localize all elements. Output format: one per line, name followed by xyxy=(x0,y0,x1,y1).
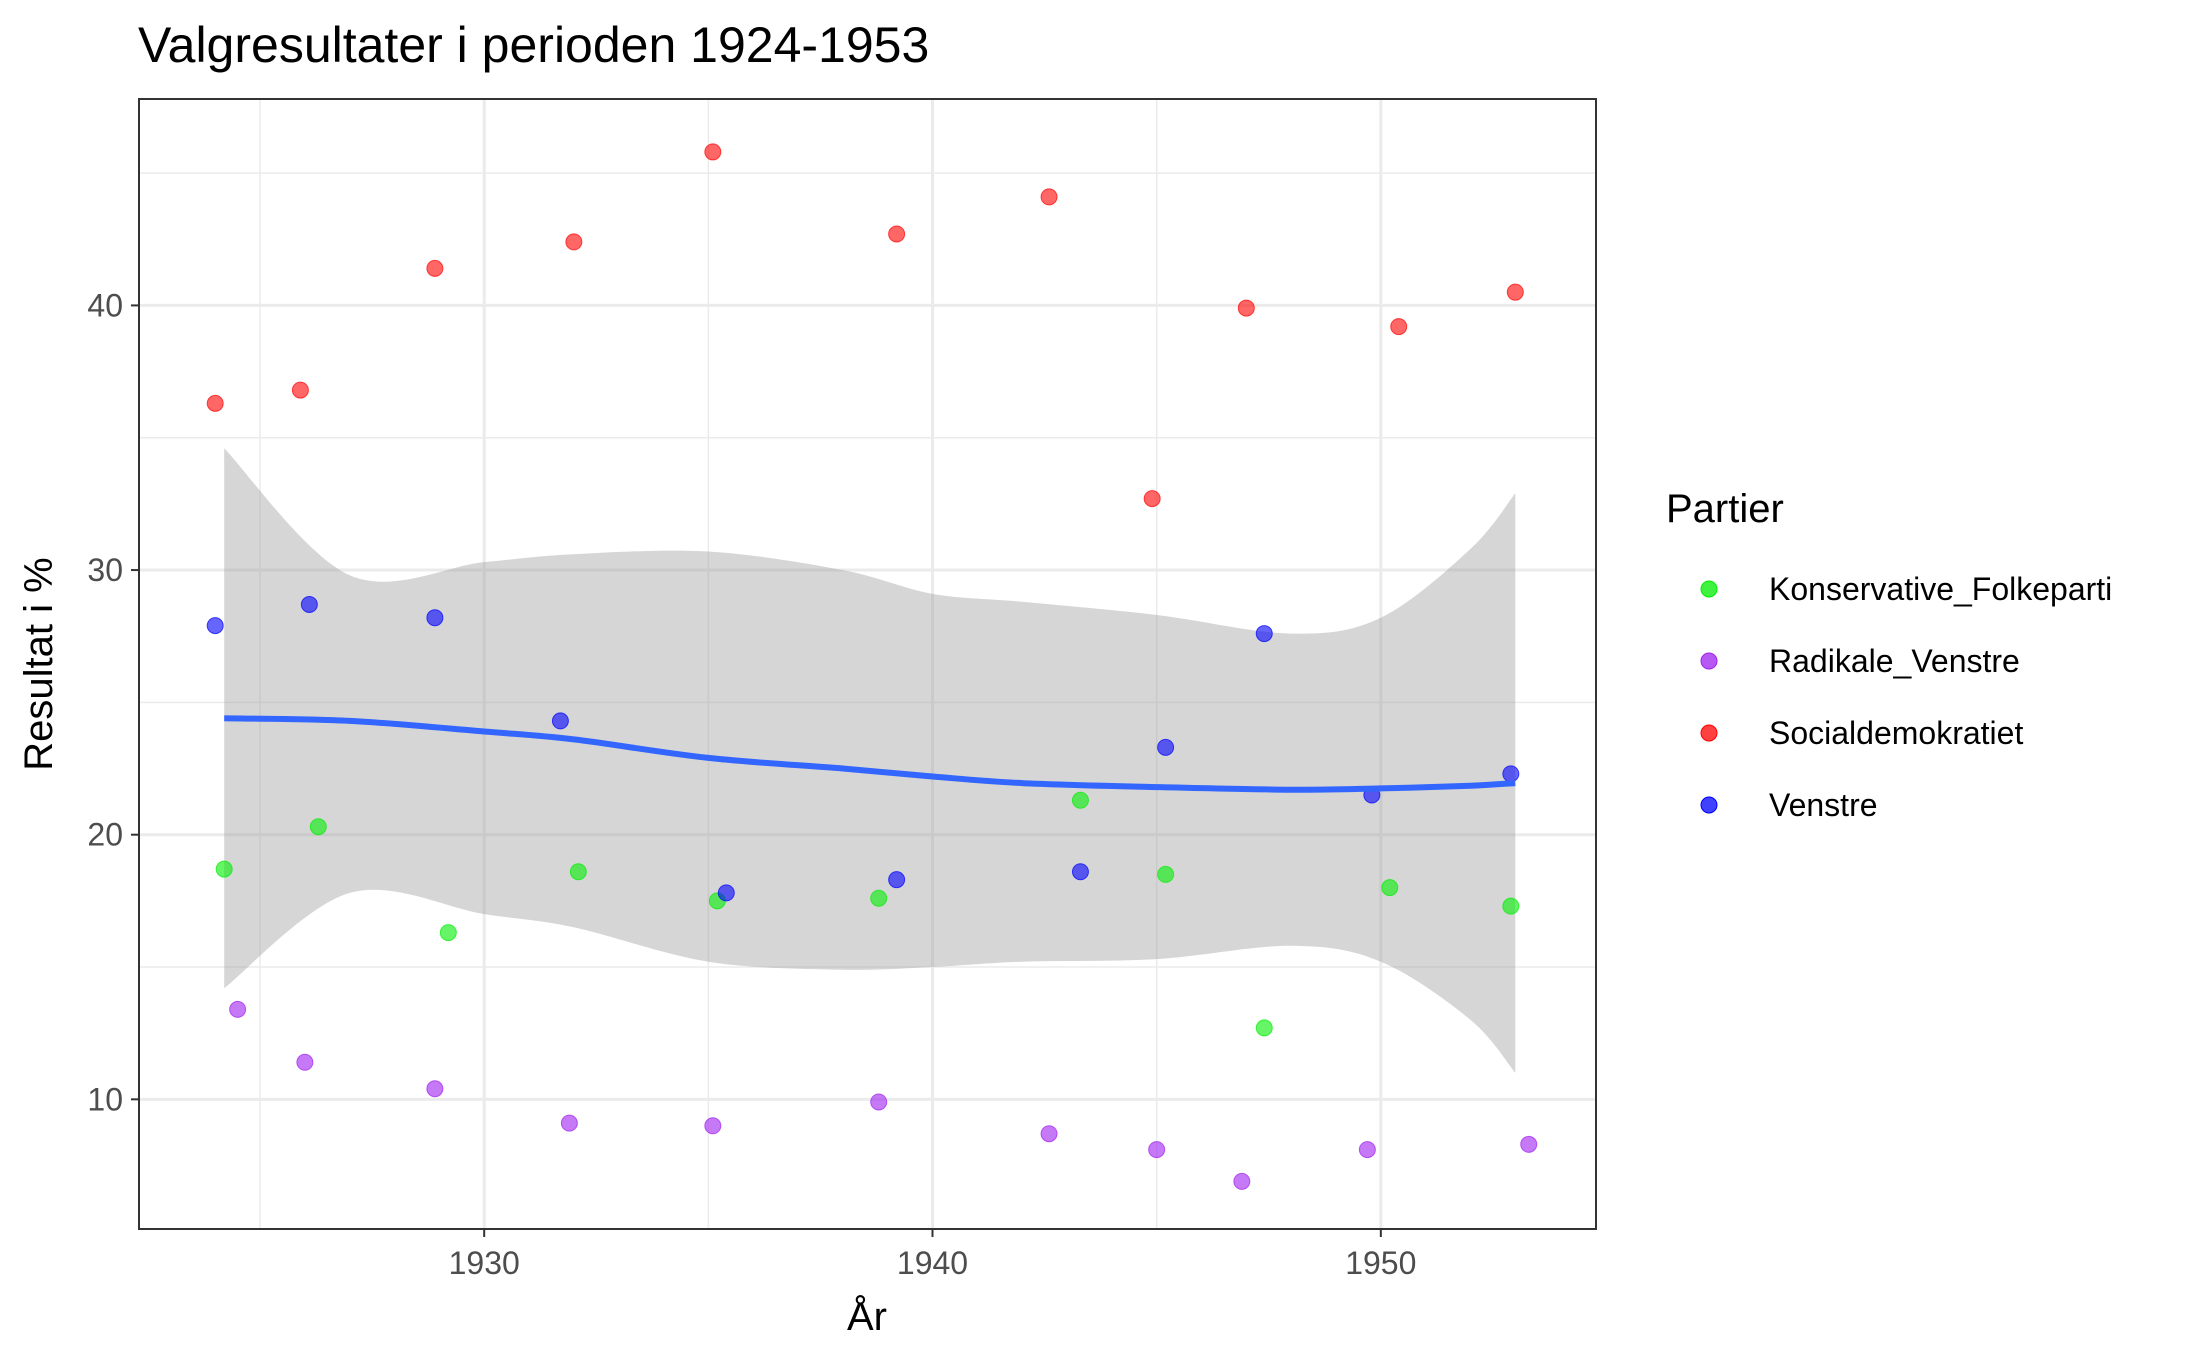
smooth-line-path xyxy=(224,715,1516,793)
point-venstre xyxy=(300,595,318,613)
point-venstre xyxy=(1255,625,1273,643)
point-konservative-folkeparti xyxy=(569,863,587,881)
x-tick-label: 1950 xyxy=(1345,1245,1416,1281)
smooth-line xyxy=(224,715,1516,793)
point-radikale-venstre xyxy=(229,1000,247,1018)
point-socialdemokratiet xyxy=(206,394,224,412)
point-venstre xyxy=(1157,738,1175,756)
grid-minor xyxy=(139,99,1596,1229)
point-socialdemokratiet xyxy=(565,233,583,251)
plot-panel xyxy=(139,99,1596,1229)
point-radikale-venstre xyxy=(1520,1135,1538,1153)
point-venstre xyxy=(717,884,735,902)
point-socialdemokratiet xyxy=(426,259,444,277)
point-radikale-venstre xyxy=(1233,1172,1251,1190)
legend-key-konservative-folkeparti xyxy=(1700,580,1718,598)
point-konservative-folkeparti xyxy=(1381,879,1399,897)
point-konservative-folkeparti xyxy=(1157,865,1175,883)
x-tick-label: 1930 xyxy=(449,1245,520,1281)
point-konservative-folkeparti xyxy=(1071,791,1089,809)
point-konservative-folkeparti xyxy=(215,860,233,878)
point-venstre xyxy=(426,609,444,627)
confidence-band xyxy=(224,448,1516,1073)
point-konservative-folkeparti xyxy=(439,924,457,942)
smooth-confidence-band xyxy=(224,448,1516,1073)
point-socialdemokratiet xyxy=(888,225,906,243)
y-tick-label: 20 xyxy=(87,817,123,853)
point-socialdemokratiet xyxy=(704,143,722,161)
point-socialdemokratiet xyxy=(1143,490,1161,508)
point-socialdemokratiet xyxy=(1390,318,1408,336)
legend-label: Socialdemokratiet xyxy=(1769,715,2023,751)
legend-key-socialdemokratiet xyxy=(1700,724,1718,742)
y-axis: 10 20 30 40 xyxy=(87,287,139,1117)
chart-title: Valgresultater i perioden 1924-1953 xyxy=(138,17,929,73)
legend-label: Konservative_Folkeparti xyxy=(1769,571,2112,607)
point-konservative-folkeparti xyxy=(309,818,327,836)
point-socialdemokratiet xyxy=(291,381,309,399)
point-venstre xyxy=(551,712,569,730)
point-radikale-venstre xyxy=(704,1117,722,1135)
y-tick-label: 30 xyxy=(87,552,123,588)
point-radikale-venstre xyxy=(296,1053,314,1071)
point-radikale-venstre xyxy=(870,1093,888,1111)
x-tick-label: 1940 xyxy=(897,1245,968,1281)
point-konservative-folkeparti xyxy=(870,889,888,907)
data-points xyxy=(206,143,1538,1190)
plot-border xyxy=(138,98,1597,1230)
y-axis-title: Resultat i % xyxy=(17,557,61,770)
point-radikale-venstre xyxy=(426,1080,444,1098)
legend-key-venstre xyxy=(1700,796,1718,814)
point-socialdemokratiet xyxy=(1237,299,1255,317)
point-socialdemokratiet xyxy=(1506,283,1524,301)
point-venstre xyxy=(206,617,224,635)
legend: Partier Konservative_Folkeparti Radikale_… xyxy=(1666,487,2112,823)
point-venstre xyxy=(1502,765,1520,783)
y-tick-label: 10 xyxy=(87,1081,123,1117)
legend-label: Radikale_Venstre xyxy=(1769,643,2020,679)
y-tick-label: 40 xyxy=(87,287,123,323)
point-radikale-venstre xyxy=(1040,1125,1058,1143)
x-axis: 1930 1940 1950 xyxy=(449,1229,1416,1281)
point-venstre xyxy=(888,871,906,889)
point-konservative-folkeparti xyxy=(1255,1019,1273,1037)
legend-key-radikale-venstre xyxy=(1700,652,1718,670)
point-socialdemokratiet xyxy=(1040,188,1058,206)
point-konservative-folkeparti xyxy=(1502,897,1520,915)
point-venstre xyxy=(1071,863,1089,881)
grid-major xyxy=(139,99,1596,1229)
legend-title: Partier xyxy=(1666,487,1784,531)
point-radikale-venstre xyxy=(560,1114,578,1132)
x-axis-title: År xyxy=(847,1294,887,1339)
legend-label: Venstre xyxy=(1769,787,1878,823)
point-radikale-venstre xyxy=(1358,1141,1376,1159)
point-radikale-venstre xyxy=(1148,1141,1166,1159)
